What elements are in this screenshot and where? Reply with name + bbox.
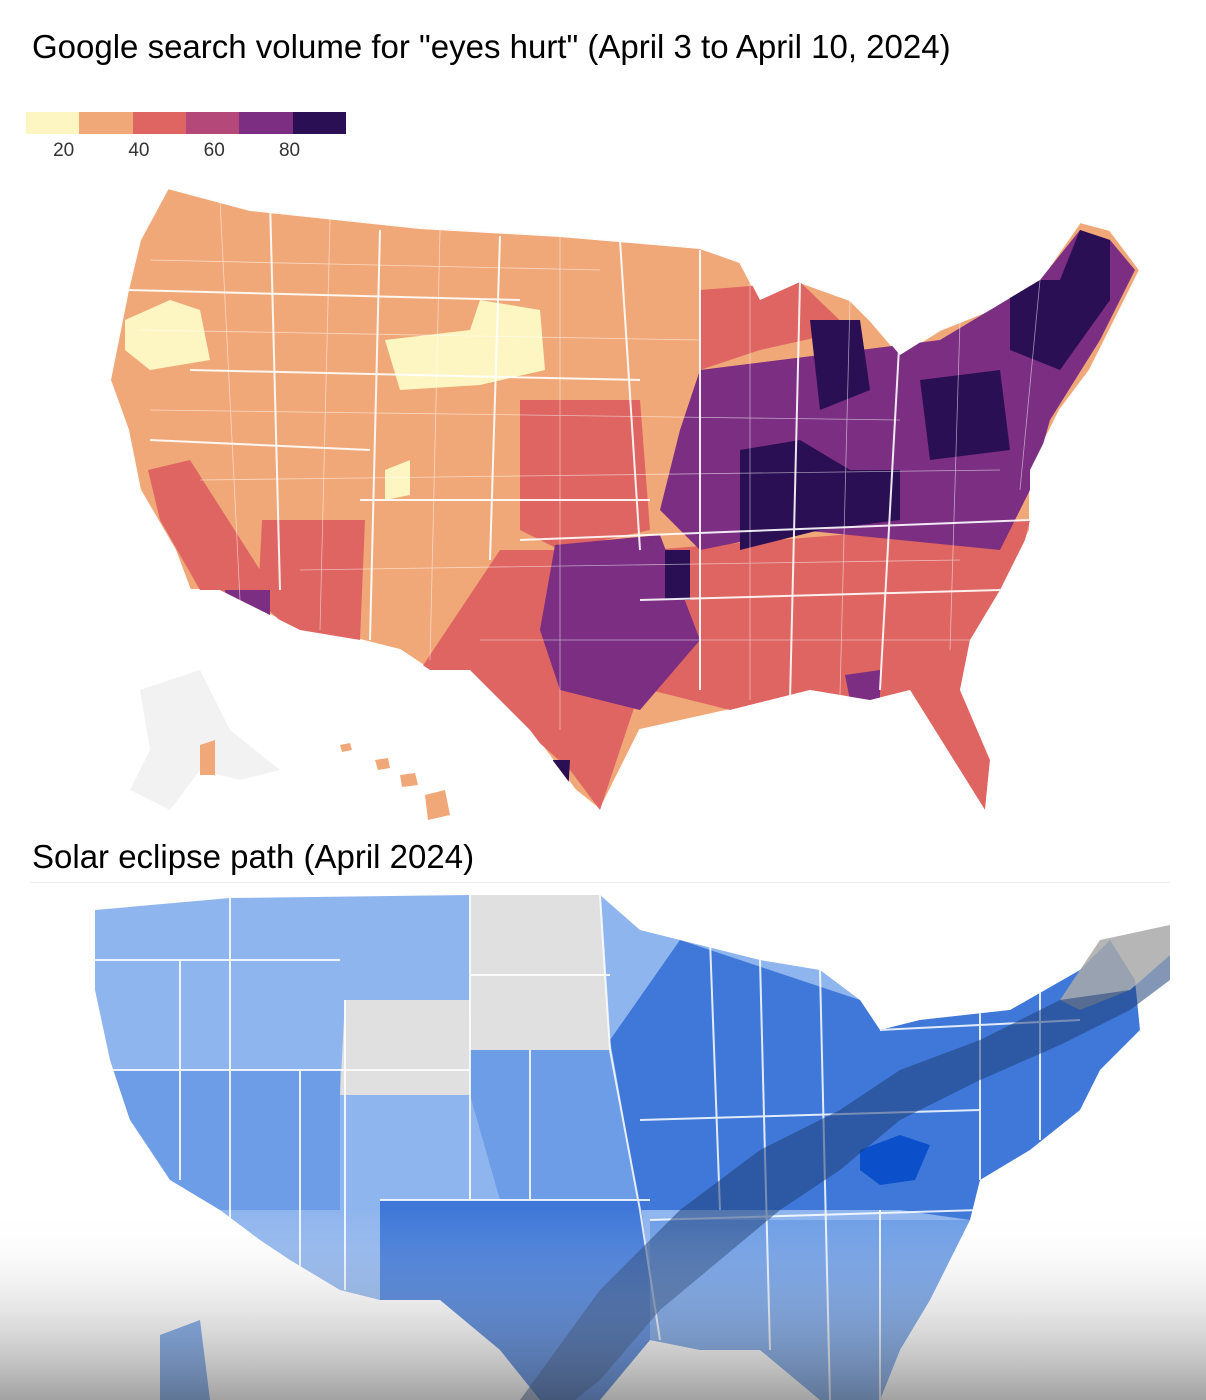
legend-tick-60: 60 (203, 140, 225, 161)
region-high-oklahoma-texas (540, 535, 700, 710)
region-mid-arizona (258, 520, 365, 640)
region-highest-great-lakes (810, 320, 870, 410)
legend-tick-40: 40 (128, 140, 150, 161)
region-mid-plains (470, 1050, 640, 1200)
legend-swatch-1 (79, 112, 133, 134)
region-highest-south-texas (553, 760, 570, 795)
legend-swatch-0 (26, 112, 80, 134)
state-west-virginia (860, 1135, 930, 1185)
legend-swatch-3 (185, 112, 240, 134)
region-mid-california (148, 460, 280, 610)
legend-swatch-5 (292, 112, 346, 134)
region-very-low-wyoming (385, 300, 545, 390)
region-very-low-oregon (125, 300, 210, 370)
search-volume-map (110, 188, 1140, 820)
legend-color-bar (26, 112, 346, 134)
legend-tick-80: 80 (278, 140, 301, 161)
eclipse-map-title: Solar eclipse path (April 2024) (32, 838, 475, 875)
search-volume-legend: 20 40 60 80 (26, 112, 346, 164)
legend-swatch-2 (132, 112, 186, 134)
section-divider (30, 882, 1170, 883)
region-high-socal (225, 590, 270, 620)
region-highest-missouri (665, 550, 690, 600)
region-highest-kentucky (740, 440, 900, 550)
eclipse-band-outside (1060, 925, 1170, 1010)
legend-swatch-4 (239, 112, 293, 134)
alaska-spot (200, 740, 215, 775)
search-map-title: Google search volume for "eyes hurt" (Ap… (32, 28, 951, 65)
us-states-search-region (110, 188, 1140, 820)
region-mid-west (95, 1070, 340, 1210)
state-dakotas-wyoming (340, 895, 610, 1095)
region-highest-ohio (920, 370, 1010, 460)
region-mid-upper-midwest (700, 282, 850, 370)
legend-ticks: 20 40 60 80 (26, 140, 346, 166)
legend-tick-20: 20 (53, 140, 75, 161)
region-very-low-colorado (385, 460, 410, 500)
region-high-louisiana (845, 670, 880, 700)
bottom-fade-overlay (0, 1210, 1206, 1400)
eclipse-path-map (0, 895, 1206, 1400)
hawaii (340, 743, 450, 820)
alaska (130, 670, 280, 810)
